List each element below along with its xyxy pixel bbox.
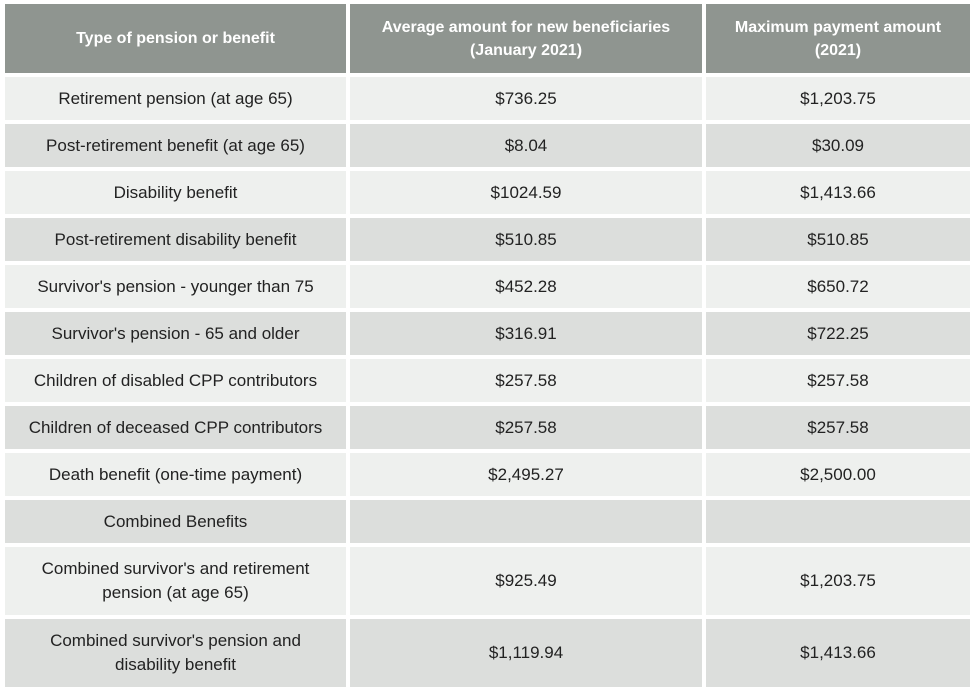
table-cell: Combined Benefits [5,500,346,543]
table-cell: $257.58 [706,406,970,449]
table-cell: $722.25 [706,312,970,355]
table-body: Retirement pension (at age 65) $736.25 $1,… [5,77,970,687]
table-cell: $2,495.27 [350,453,702,496]
header-row: Type of pension or benefit Average amoun… [5,4,970,73]
table-cell: $1,203.75 [706,77,970,120]
table-row: Combined survivor's pension and disabili… [5,619,970,687]
empty-cell [706,500,970,543]
table-cell: $257.58 [350,359,702,402]
table-cell: $1,203.75 [706,547,970,615]
table-cell: Combined survivor's pension and disabili… [5,619,346,687]
table-cell: $1,413.66 [706,619,970,687]
table-row: Survivor's pension - younger than 75 $452… [5,265,970,308]
table-cell: $510.85 [350,218,702,261]
table-cell: Children of disabled CPP contributors [5,359,346,402]
header-cell: Maximum payment amount (2021) [706,4,970,73]
table-cell: $1,413.66 [706,171,970,214]
table-cell: $2,500.00 [706,453,970,496]
empty-cell [350,500,702,543]
table-cell: $257.58 [350,406,702,449]
table-cell: $8.04 [350,124,702,167]
table-row: Children of deceased CPP contributors $25… [5,406,970,449]
table-row: Post-retirement benefit (at age 65) $8.04… [5,124,970,167]
table-cell: $925.49 [350,547,702,615]
table-row: Survivor's pension - 65 and older $316.91… [5,312,970,355]
table-cell: Children of deceased CPP contributors [5,406,346,449]
table-cell: Combined survivor's and retirement pensi… [5,547,346,615]
header-cell: Average amount for new beneficiaries (Ja… [350,4,702,73]
table-cell: Post-retirement disability benefit [5,218,346,261]
table-cell: $1,119.94 [350,619,702,687]
table-cell: Disability benefit [5,171,346,214]
table-cell: Survivor's pension - younger than 75 [5,265,346,308]
table-row: Post-retirement disability benefit $510.8… [5,218,970,261]
table-row: Death benefit (one-time payment) $2,495.2… [5,453,970,496]
table-cell: Retirement pension (at age 65) [5,77,346,120]
table-cell: Post-retirement benefit (at age 65) [5,124,346,167]
table-row: Disability benefit $1024.59 $1,413.66 [5,171,970,214]
table-cell: $736.25 [350,77,702,120]
table-cell: Survivor's pension - 65 and older [5,312,346,355]
table-row: Children of disabled CPP contributors $25… [5,359,970,402]
table-cell: $316.91 [350,312,702,355]
table-cell: $1024.59 [350,171,702,214]
table-row: Combined Benefits [5,500,970,543]
table-cell: Death benefit (one-time payment) [5,453,346,496]
header-cell: Type of pension or benefit [5,4,346,73]
table-cell: $650.72 [706,265,970,308]
table-cell: $510.85 [706,218,970,261]
table-cell: $257.58 [706,359,970,402]
table-row: Retirement pension (at age 65) $736.25 $1,… [5,77,970,120]
table-row: Combined survivor's and retirement pensi… [5,547,970,615]
table-cell: $30.09 [706,124,970,167]
table-cell: $452.28 [350,265,702,308]
